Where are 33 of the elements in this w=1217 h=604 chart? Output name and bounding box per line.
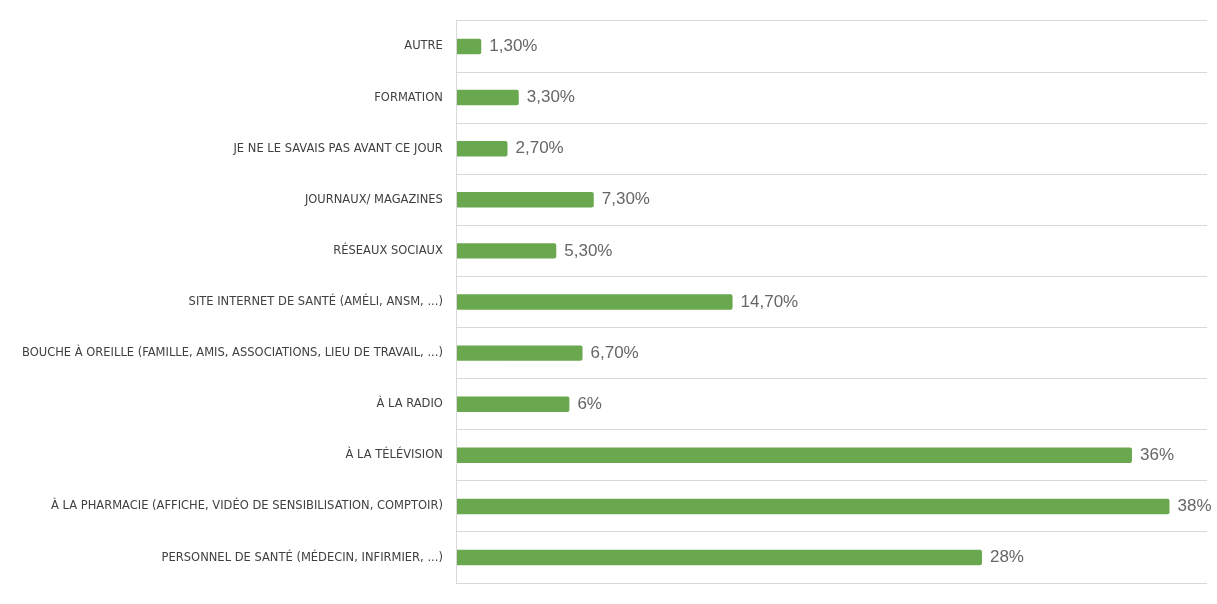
y-tick-label: À LA TÉLÉVISION (345, 446, 443, 462)
y-tick-label: BOUCHE À OREILLE (FAMILLE, AMIS, ASSOCIATIONS, LIEU DE TRAVAIL, ...) (22, 344, 443, 360)
bar (456, 89, 519, 106)
y-tick-label: PERSONNEL DE SANTÉ (MÉDECIN, INFIRMIER, ...) (161, 548, 443, 564)
bar (456, 549, 982, 566)
data-label: 6% (577, 393, 602, 413)
data-label: 14,70% (740, 291, 799, 311)
bar (456, 396, 570, 412)
data-label: 38% (1177, 496, 1212, 516)
data-label: 1,30% (489, 36, 538, 56)
data-label: 36% (1139, 445, 1175, 465)
y-tick-label: FORMATION (374, 89, 443, 104)
bar (456, 498, 1170, 515)
y-tick-label: À LA PHARMACIE (AFFICHE, VIDÉO DE SENSIBILISATION, COMPTOIR) (51, 497, 443, 513)
data-label: 2,70% (515, 138, 564, 158)
data-label: 7,30% (601, 189, 650, 209)
y-tick-label: JE NE LE SAVAIS PAS AVANT CE JOUR (232, 140, 443, 155)
y-tick-label: AUTRE (404, 38, 443, 53)
bar (456, 294, 733, 310)
data-label: 6,70% (590, 342, 639, 362)
data-label: 28% (989, 547, 1024, 567)
y-tick-label: RÉSEAUX SOCIAUX (333, 241, 443, 257)
bar (456, 243, 557, 259)
data-label: 3,30% (526, 87, 575, 107)
bar (456, 38, 482, 55)
y-tick-label: JOURNAUX/ MAGAZINES (303, 191, 443, 206)
bar (456, 447, 1132, 464)
bar (456, 345, 583, 361)
y-tick-label: À LA RADIO (376, 395, 443, 411)
data-label: 5,30% (564, 240, 613, 260)
bar (456, 140, 508, 157)
bar (456, 192, 594, 208)
y-tick-label: SITE INTERNET DE SANTÉ (AMÉLI, ANSM, ...) (188, 292, 443, 308)
